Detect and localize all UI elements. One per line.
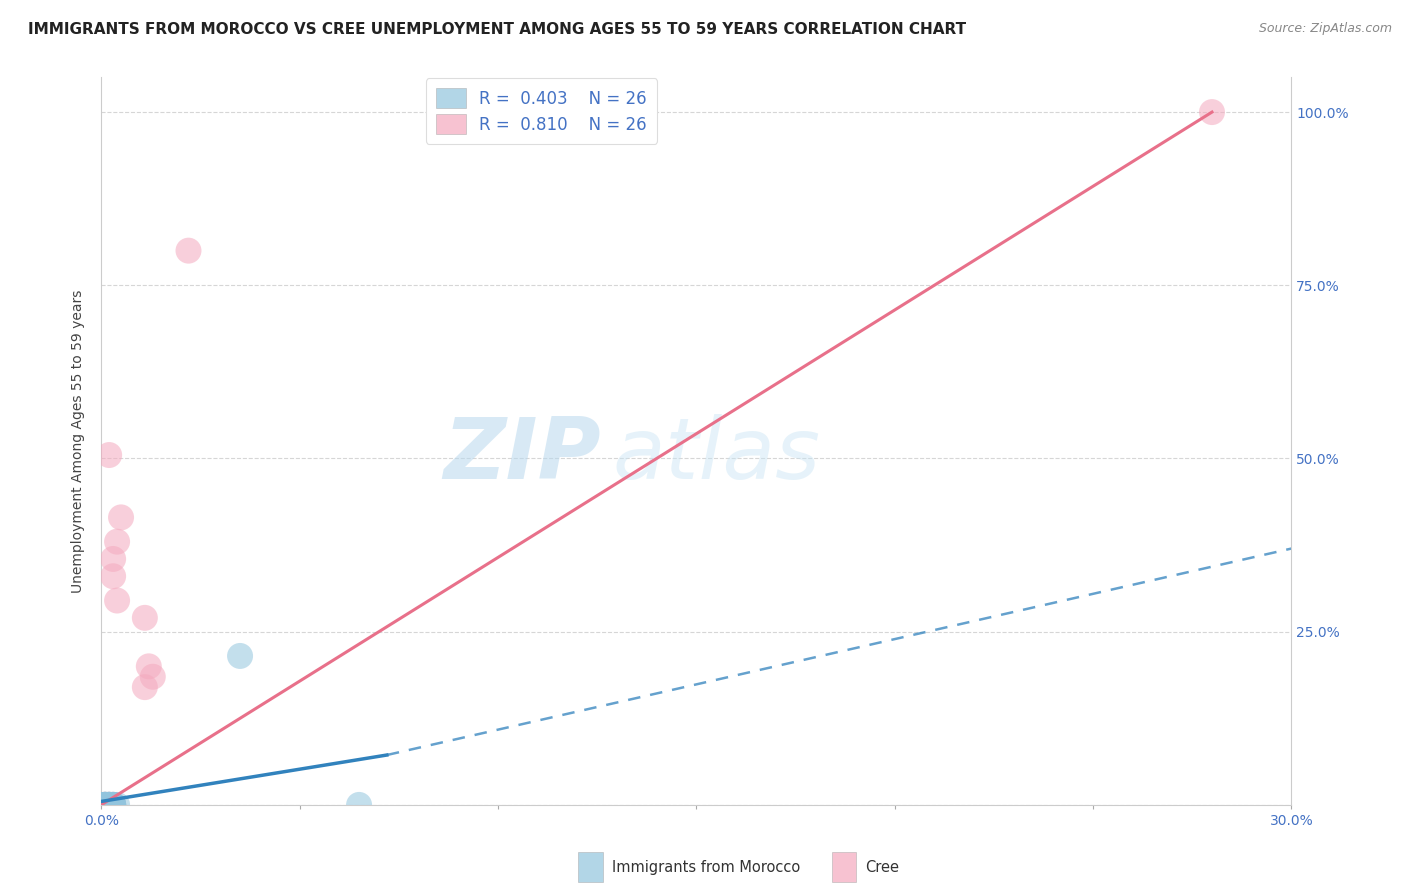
Point xyxy=(101,797,124,812)
Text: IMMIGRANTS FROM MOROCCO VS CREE UNEMPLOYMENT AMONG AGES 55 TO 59 YEARS CORRELATI: IMMIGRANTS FROM MOROCCO VS CREE UNEMPLOY… xyxy=(28,22,966,37)
Point xyxy=(1201,105,1223,120)
Point xyxy=(101,552,124,566)
Point xyxy=(134,680,156,694)
Point xyxy=(98,797,121,812)
Point xyxy=(98,797,121,812)
Point xyxy=(101,797,124,812)
Point xyxy=(90,797,112,812)
Point xyxy=(98,797,121,812)
Point xyxy=(177,244,200,258)
Point xyxy=(98,797,121,812)
Point xyxy=(98,797,121,812)
Point xyxy=(105,797,128,812)
Text: Source: ZipAtlas.com: Source: ZipAtlas.com xyxy=(1258,22,1392,36)
Point xyxy=(94,797,117,812)
Y-axis label: Unemployment Among Ages 55 to 59 years: Unemployment Among Ages 55 to 59 years xyxy=(72,290,86,593)
Point xyxy=(98,797,121,812)
Point xyxy=(101,797,124,812)
Point xyxy=(94,797,117,812)
Point xyxy=(98,797,121,812)
Legend: R =  0.403    N = 26, R =  0.810    N = 26: R = 0.403 N = 26, R = 0.810 N = 26 xyxy=(426,78,657,144)
Point xyxy=(138,659,160,673)
Point xyxy=(142,670,165,684)
Text: atlas: atlas xyxy=(613,414,821,497)
Point xyxy=(94,797,117,812)
Point xyxy=(94,797,117,812)
Point xyxy=(105,593,128,607)
Point xyxy=(98,797,121,812)
Point xyxy=(98,797,121,812)
Point xyxy=(134,611,156,625)
Point xyxy=(101,797,124,812)
Text: ZIP: ZIP xyxy=(443,414,600,497)
Point xyxy=(98,797,121,812)
Point xyxy=(110,510,132,524)
Point xyxy=(94,797,117,812)
Point xyxy=(101,797,124,812)
Point xyxy=(94,797,117,812)
Point xyxy=(94,797,117,812)
Point xyxy=(105,534,128,549)
Text: Immigrants from Morocco: Immigrants from Morocco xyxy=(612,860,800,874)
Point xyxy=(90,797,112,812)
Point xyxy=(94,797,117,812)
Point xyxy=(94,797,117,812)
Point xyxy=(94,797,117,812)
Point xyxy=(98,448,121,462)
Point xyxy=(229,648,252,663)
Point xyxy=(94,797,117,812)
Text: Cree: Cree xyxy=(865,860,898,874)
Point xyxy=(98,797,121,812)
Point xyxy=(347,797,370,812)
Point xyxy=(101,569,124,583)
Point xyxy=(101,797,124,812)
Point xyxy=(98,797,121,812)
Point xyxy=(98,797,121,812)
Point xyxy=(94,797,117,812)
Point xyxy=(101,797,124,812)
Point xyxy=(101,797,124,812)
Point xyxy=(94,797,117,812)
Point xyxy=(94,797,117,812)
